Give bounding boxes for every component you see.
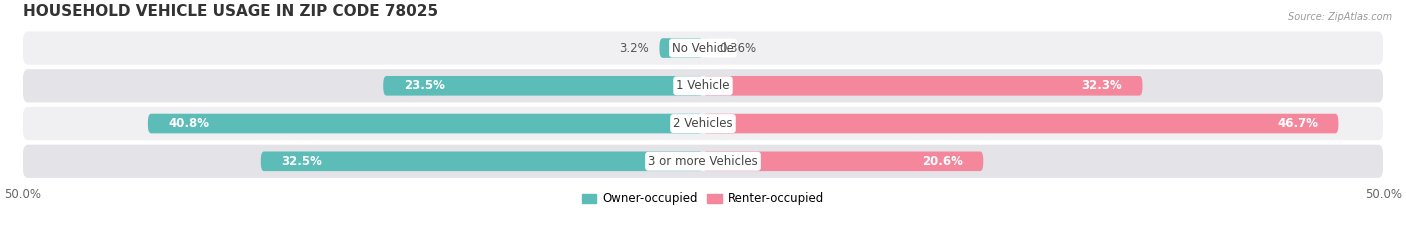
Text: 32.5%: 32.5% [281, 155, 322, 168]
Text: No Vehicle: No Vehicle [672, 42, 734, 55]
FancyBboxPatch shape [22, 31, 1384, 65]
FancyBboxPatch shape [384, 76, 703, 96]
FancyBboxPatch shape [22, 69, 1384, 102]
Text: 23.5%: 23.5% [404, 79, 444, 92]
Text: 20.6%: 20.6% [922, 155, 963, 168]
FancyBboxPatch shape [148, 114, 703, 133]
Text: Source: ZipAtlas.com: Source: ZipAtlas.com [1288, 12, 1392, 22]
Text: 32.3%: 32.3% [1081, 79, 1122, 92]
FancyBboxPatch shape [703, 114, 1339, 133]
FancyBboxPatch shape [22, 107, 1384, 140]
Text: 46.7%: 46.7% [1277, 117, 1317, 130]
Text: 3.2%: 3.2% [619, 42, 648, 55]
FancyBboxPatch shape [703, 151, 983, 171]
FancyBboxPatch shape [659, 38, 703, 58]
Text: 2 Vehicles: 2 Vehicles [673, 117, 733, 130]
FancyBboxPatch shape [703, 38, 707, 58]
Text: 1 Vehicle: 1 Vehicle [676, 79, 730, 92]
FancyBboxPatch shape [22, 145, 1384, 178]
Text: 3 or more Vehicles: 3 or more Vehicles [648, 155, 758, 168]
FancyBboxPatch shape [260, 151, 703, 171]
Text: HOUSEHOLD VEHICLE USAGE IN ZIP CODE 78025: HOUSEHOLD VEHICLE USAGE IN ZIP CODE 7802… [22, 4, 437, 19]
Text: 40.8%: 40.8% [169, 117, 209, 130]
Text: 0.36%: 0.36% [718, 42, 756, 55]
Legend: Owner-occupied, Renter-occupied: Owner-occupied, Renter-occupied [578, 188, 828, 210]
FancyBboxPatch shape [703, 76, 1143, 96]
